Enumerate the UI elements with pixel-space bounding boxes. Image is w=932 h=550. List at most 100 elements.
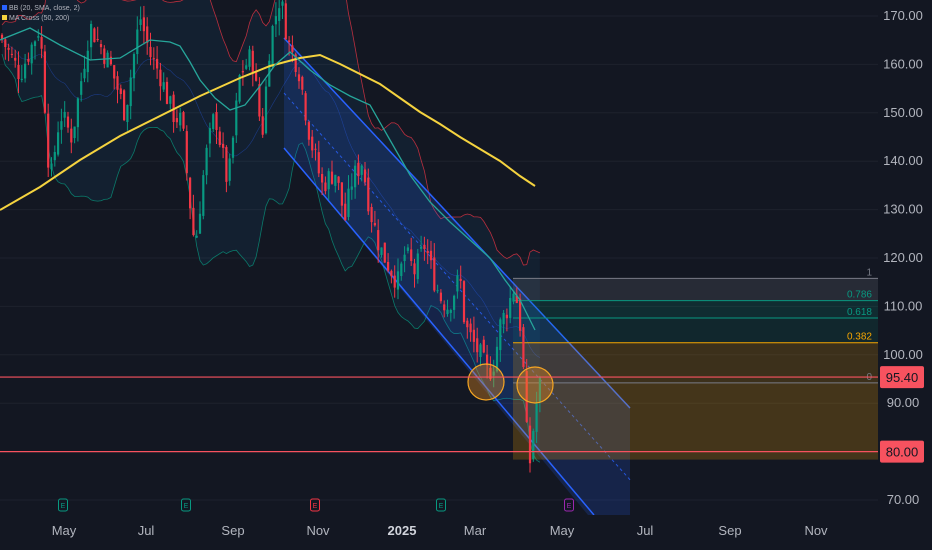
price-level-tag[interactable]	[880, 440, 924, 463]
candle-body	[10, 53, 13, 55]
candle-body	[482, 339, 485, 353]
candle-body	[225, 147, 228, 182]
y-axis: 170.00 160.00 150.00 140.00 130.00 120.00 110.…	[878, 0, 932, 550]
candle-body	[57, 132, 60, 155]
candle-body	[159, 69, 162, 87]
candle-body	[60, 121, 63, 130]
earnings-event-marker[interactable]: E	[181, 498, 191, 512]
candle-body	[297, 74, 301, 82]
price-level-tag[interactable]	[880, 366, 924, 389]
moving-averages	[0, 27, 536, 331]
price-level-tag-label: 95.40	[886, 370, 919, 385]
candle-body	[202, 175, 205, 216]
candle-body	[83, 68, 86, 79]
candle-body	[116, 76, 119, 90]
candle-body	[354, 165, 357, 188]
candle-body	[515, 295, 518, 304]
candle-body	[314, 148, 317, 150]
candle-body	[33, 41, 37, 47]
fib-level-label: 0.382	[847, 332, 872, 343]
candle-body	[373, 223, 376, 226]
candle-body	[519, 298, 522, 331]
candle-body	[212, 114, 215, 129]
candle-body	[396, 271, 400, 290]
candle-body	[86, 50, 89, 73]
fib-level-label: 0.618	[847, 307, 872, 318]
candle-body	[30, 44, 33, 64]
candle-body	[433, 257, 436, 291]
candle-body	[255, 71, 258, 81]
earnings-event-marker[interactable]: E	[310, 498, 320, 512]
indicator-legend: BB (20, SMA, close, 2) MA Cross (50, 200)	[2, 5, 80, 22]
earnings-label: E	[184, 503, 189, 510]
candle-body	[304, 93, 307, 121]
candle-body	[439, 292, 442, 302]
circle-marker[interactable]	[467, 363, 505, 401]
candle-body	[324, 182, 327, 192]
candle-body	[456, 275, 459, 292]
candle-body	[532, 431, 535, 460]
candle-body	[123, 90, 126, 121]
candle-body	[17, 64, 20, 80]
candle-body	[7, 47, 10, 50]
ma200-line	[0, 53, 536, 211]
channel-upper-line[interactable]	[283, 37, 631, 409]
candle-body	[4, 39, 7, 47]
candle-body	[96, 39, 99, 41]
candle-body	[14, 57, 17, 61]
x-axis-background	[0, 515, 932, 550]
candle-body	[231, 137, 235, 158]
candle-body	[317, 152, 320, 174]
candle-body	[429, 250, 433, 261]
candle-body	[420, 246, 423, 249]
candle-body	[367, 177, 370, 212]
candle-body	[344, 203, 347, 220]
horizontal-price-levels[interactable]	[0, 376, 878, 453]
candle-body	[76, 98, 79, 128]
candle-body	[489, 367, 492, 379]
candle-body	[525, 370, 528, 422]
y-axis-tick-label: 110.00	[884, 298, 923, 313]
circle-markers[interactable]	[467, 363, 554, 404]
candle-body	[311, 136, 314, 151]
candle-body	[321, 174, 324, 183]
candle-body	[165, 81, 169, 104]
candle-body	[403, 254, 406, 262]
candle-body	[258, 84, 261, 117]
candle-body	[538, 377, 541, 402]
candle-body	[423, 244, 426, 249]
earnings-label: E	[567, 503, 572, 510]
candle-body	[509, 297, 512, 319]
earnings-event-marker[interactable]: E	[436, 498, 446, 512]
earnings-label: E	[313, 503, 318, 510]
earnings-icon	[436, 498, 446, 512]
candle-body	[330, 171, 334, 184]
candle-body	[245, 65, 248, 69]
candle-body	[0, 34, 4, 40]
x-axis-tick-label: Sep	[221, 523, 244, 538]
candle-body	[416, 253, 419, 280]
y-axis-tick-label: 100.00	[883, 347, 923, 362]
channel-lower-line[interactable]	[283, 147, 595, 516]
circle-marker[interactable]	[516, 366, 554, 404]
candle-body	[522, 327, 525, 367]
candle-body	[446, 309, 449, 315]
earnings-event-marker[interactable]: E	[564, 498, 574, 512]
earnings-event-marker[interactable]: E	[58, 498, 68, 512]
bb-upper-line	[1, 0, 541, 266]
candle-body	[175, 118, 178, 123]
candle-body	[337, 176, 340, 183]
legend-label: BB (20, SMA, close, 2)	[9, 5, 80, 12]
candle-body	[73, 126, 76, 139]
earnings-icon	[310, 498, 320, 512]
candle-body	[278, 8, 281, 21]
bollinger-bands	[1, 0, 541, 463]
legend-label: MA Cross (50, 200)	[9, 15, 69, 22]
candle-body	[453, 295, 456, 310]
candle-body	[37, 36, 40, 38]
candle-body	[238, 75, 241, 102]
